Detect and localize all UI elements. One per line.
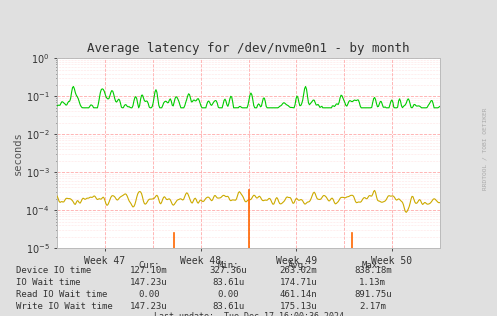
- Text: RRDTOOL / TOBI OETIKER: RRDTOOL / TOBI OETIKER: [482, 107, 487, 190]
- Text: Read IO Wait time: Read IO Wait time: [16, 290, 107, 299]
- Text: 461.14n: 461.14n: [279, 290, 317, 299]
- Text: 1.13m: 1.13m: [359, 278, 386, 287]
- Title: Average latency for /dev/nvme0n1 - by month: Average latency for /dev/nvme0n1 - by mo…: [87, 41, 410, 55]
- Text: 175.13u: 175.13u: [279, 302, 317, 311]
- Text: 83.61u: 83.61u: [213, 278, 245, 287]
- Text: Last update:  Tue Dec 17 16:00:36 2024: Last update: Tue Dec 17 16:00:36 2024: [154, 313, 343, 316]
- Text: 327.36u: 327.36u: [210, 266, 248, 275]
- Text: Min:: Min:: [218, 261, 240, 270]
- Text: IO Wait time: IO Wait time: [16, 278, 81, 287]
- Text: Write IO Wait time: Write IO Wait time: [16, 302, 113, 311]
- Text: Avg:: Avg:: [287, 261, 309, 270]
- Text: 263.02m: 263.02m: [279, 266, 317, 275]
- Text: Device IO time: Device IO time: [16, 266, 91, 275]
- Text: Max:: Max:: [362, 261, 384, 270]
- Text: 2.17m: 2.17m: [359, 302, 386, 311]
- Text: 147.23u: 147.23u: [130, 302, 168, 311]
- Text: 891.75u: 891.75u: [354, 290, 392, 299]
- Text: 147.23u: 147.23u: [130, 278, 168, 287]
- Text: 0.00: 0.00: [218, 290, 240, 299]
- Y-axis label: seconds: seconds: [12, 131, 22, 175]
- Text: 174.71u: 174.71u: [279, 278, 317, 287]
- Text: Cur:: Cur:: [138, 261, 160, 270]
- Text: 838.18m: 838.18m: [354, 266, 392, 275]
- Text: 83.61u: 83.61u: [213, 302, 245, 311]
- Text: 127.10m: 127.10m: [130, 266, 168, 275]
- Text: 0.00: 0.00: [138, 290, 160, 299]
